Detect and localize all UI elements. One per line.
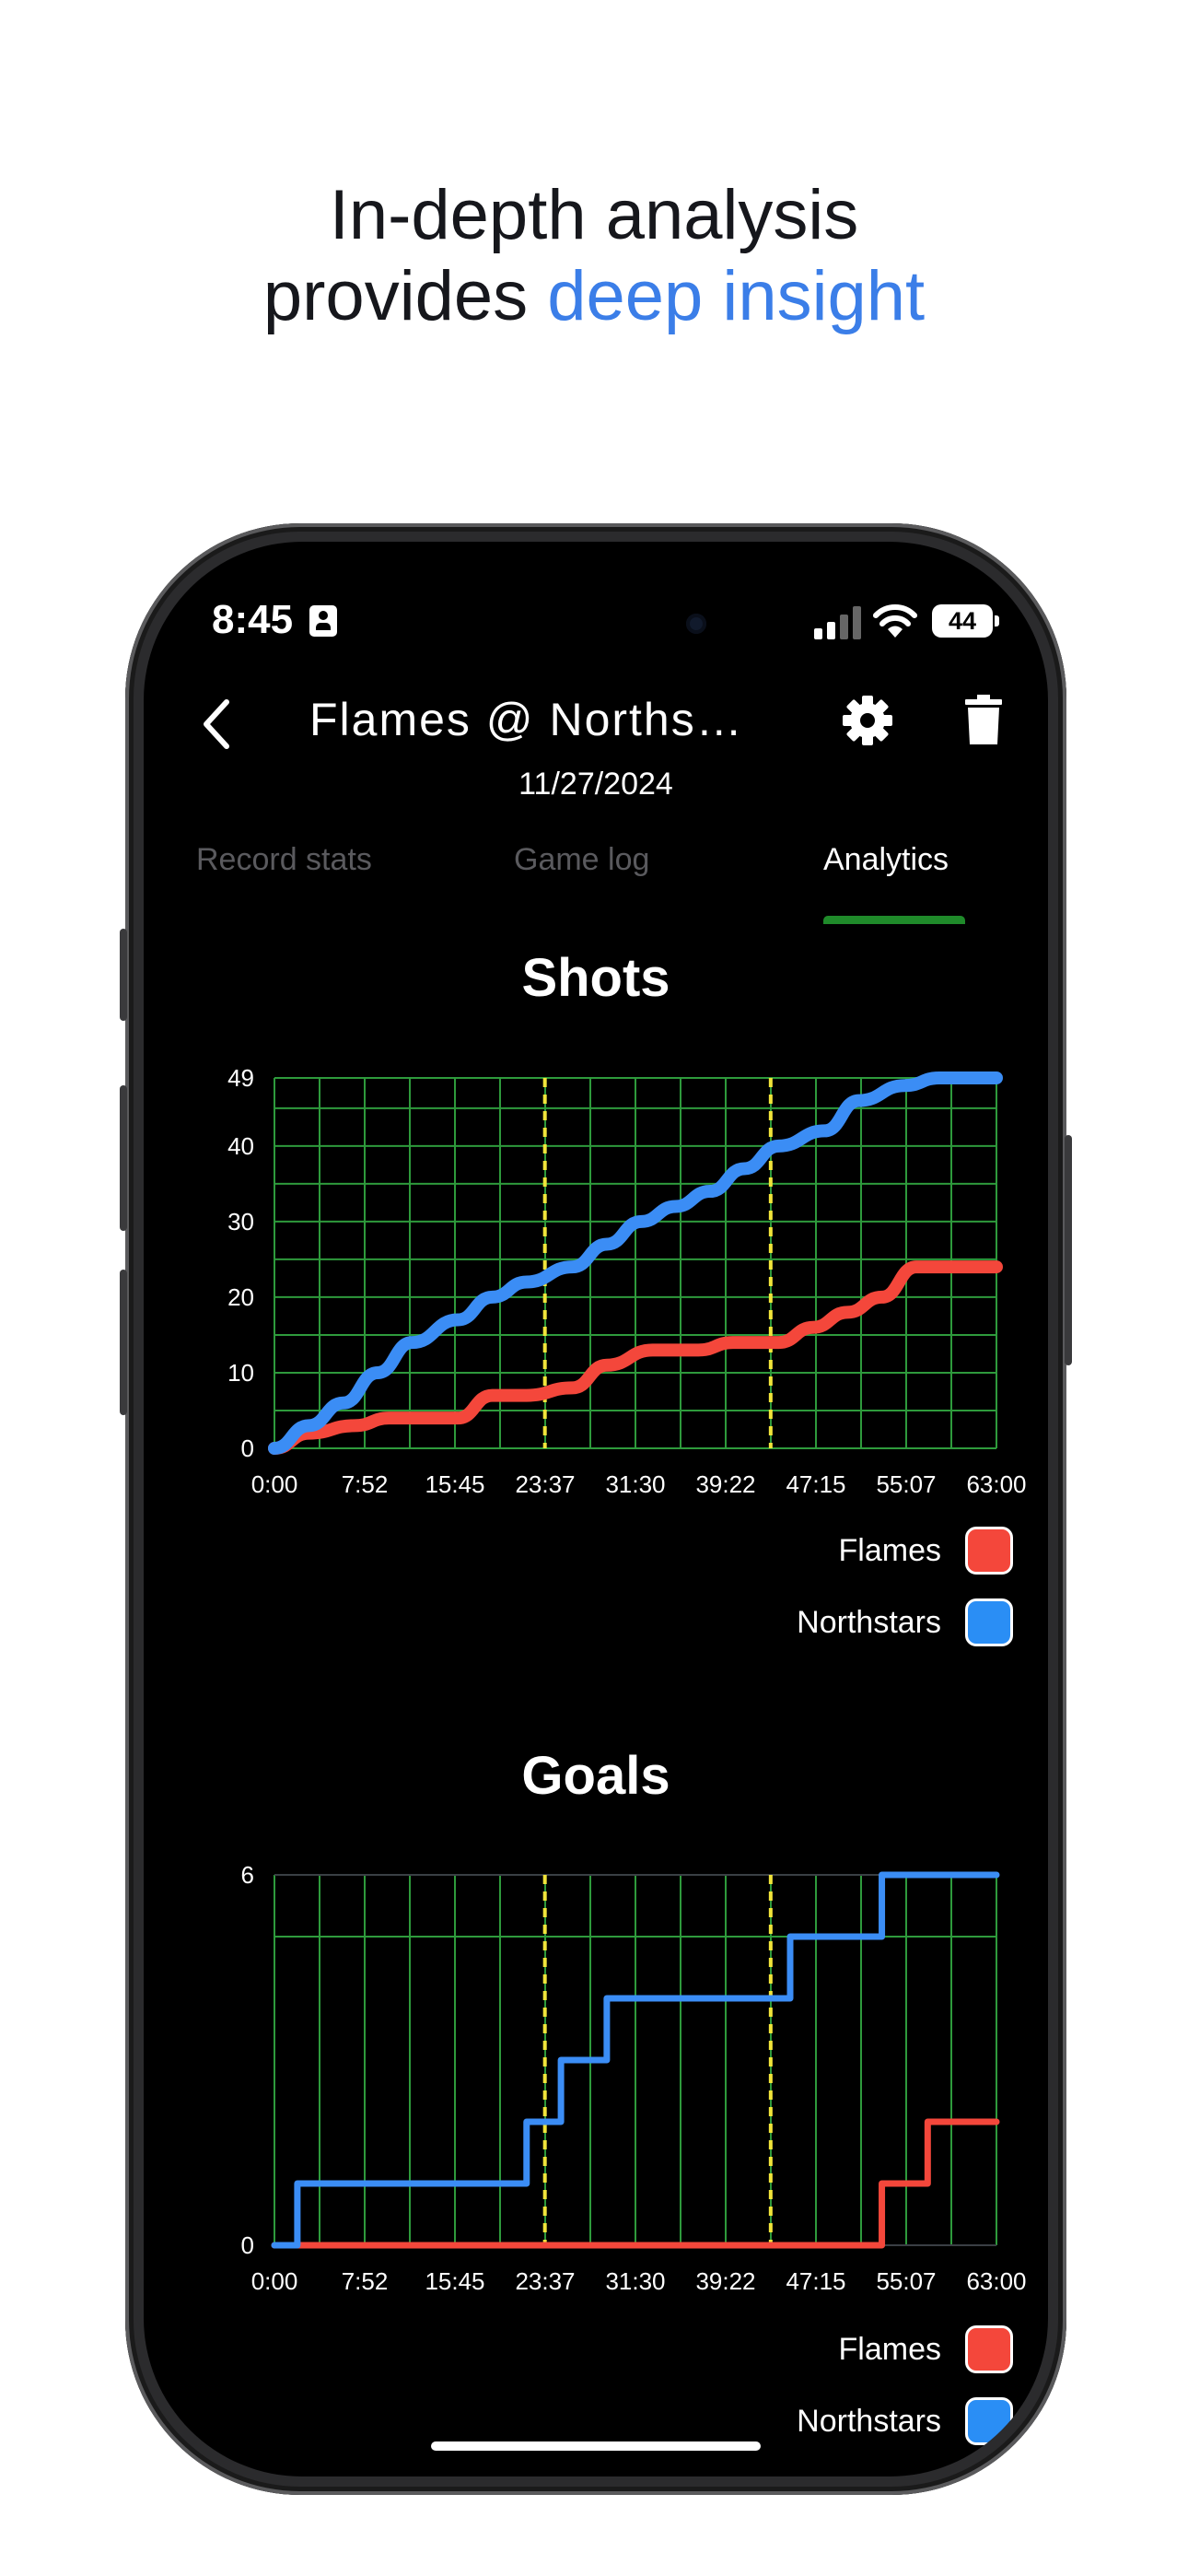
phone-screen: 8:45 44 Flames @ Norths…	[144, 542, 1048, 2476]
x-tick-label: 23:37	[515, 1470, 575, 1498]
legend-label-northstars: Northstars	[797, 2403, 941, 2439]
goals-legend-northstars: Northstars	[797, 2395, 1013, 2447]
x-tick-label: 31:30	[605, 2267, 665, 2295]
legend-label-flames: Flames	[838, 2331, 941, 2367]
gear-icon[interactable]	[842, 695, 893, 746]
y-tick-label: 0	[241, 2231, 254, 2259]
goals-chart-title: Goals	[521, 1746, 670, 1806]
x-tick-label: 31:30	[605, 1470, 665, 1498]
legend-swatch-northstars	[965, 2397, 1013, 2445]
headline-accent: deep insight	[547, 257, 926, 335]
shots-legend-flames: Flames	[839, 1525, 1013, 1576]
x-tick-label: 47:15	[786, 1470, 845, 1498]
series-line-northstars	[268, 1071, 1003, 1455]
x-tick-label: 47:15	[786, 2267, 845, 2295]
x-tick-label: 15:45	[425, 2267, 484, 2295]
shots-chart: 0 10 20 30 40 49 0:00 7:52 15:45 23:37 31:30 39:22 4…	[227, 1064, 1026, 1498]
game-date: 11/27/2024	[518, 767, 673, 802]
back-arrow-icon[interactable]	[195, 697, 239, 752]
tab-analytics[interactable]: Analytics	[823, 842, 949, 877]
battery-nub	[995, 615, 999, 626]
x-tick-label: 63:00	[966, 1470, 1026, 1498]
front-camera	[686, 614, 706, 634]
series-line-northstars	[271, 1871, 1000, 2249]
action-button	[120, 929, 127, 1021]
promo-headline: In-depth analysis provides deep insight	[0, 175, 1188, 337]
x-tick-label: 39:22	[695, 2267, 755, 2295]
y-tick-label: 6	[241, 1861, 254, 1889]
y-tick-label: 20	[227, 1283, 254, 1311]
shots-legend-northstars: Northstars	[797, 1597, 1013, 1648]
power-button	[1065, 1135, 1072, 1365]
x-tick-label: 7:52	[342, 2267, 389, 2295]
legend-label-flames: Flames	[838, 1532, 941, 1568]
y-tick-label: 10	[227, 1359, 254, 1387]
x-tick-label: 15:45	[425, 1470, 484, 1498]
legend-label-northstars: Northstars	[797, 1604, 941, 1640]
series-line-flames	[271, 2118, 1000, 2249]
tab-record-stats[interactable]: Record stats	[196, 842, 372, 877]
trash-icon[interactable]	[963, 695, 1004, 746]
active-tab-indicator	[823, 916, 965, 924]
home-indicator	[431, 2441, 761, 2451]
game-title: Flames @ Norths…	[309, 694, 744, 745]
volume-down-button	[120, 1270, 127, 1415]
y-tick-label: 0	[241, 1434, 254, 1462]
y-tick-label: 40	[227, 1132, 254, 1160]
contact-card-icon	[309, 605, 337, 637]
x-tick-label: 63:00	[966, 2267, 1026, 2295]
y-tick-label: 30	[227, 1208, 254, 1235]
x-tick-label: 7:52	[342, 1470, 389, 1498]
x-tick-label: 55:07	[876, 2267, 936, 2295]
x-tick-label: 0:00	[251, 2267, 298, 2295]
headline-line-2-prefix: provides	[262, 257, 548, 335]
x-tick-label: 23:37	[515, 2267, 575, 2295]
battery-icon: 44	[932, 604, 993, 638]
legend-swatch-flames	[965, 2325, 1013, 2373]
headline-line-2: provides deep insight	[0, 256, 1188, 337]
legend-swatch-northstars	[965, 1598, 1013, 1646]
x-tick-label: 0:00	[251, 1470, 298, 1498]
x-tick-label: 39:22	[695, 1470, 755, 1498]
y-tick-label: 49	[227, 1064, 254, 1092]
x-tick-label: 55:07	[876, 1470, 936, 1498]
shots-chart-title: Shots	[521, 948, 670, 1008]
headline-line-1: In-depth analysis	[329, 176, 859, 254]
status-time: 8:45	[212, 597, 294, 642]
goals-legend-flames: Flames	[839, 2324, 1013, 2375]
legend-swatch-flames	[965, 1527, 1013, 1575]
tab-game-log[interactable]: Game log	[514, 842, 650, 877]
goals-chart: 0 6 0:00 7:52 15:45 23:37 31:30 39:22 47:15 55:07…	[241, 1861, 1027, 2295]
wifi-icon	[873, 604, 917, 638]
cellular-signal-icon	[814, 606, 862, 639]
series-line-flames	[268, 1260, 1003, 1455]
volume-up-button	[120, 1085, 127, 1231]
